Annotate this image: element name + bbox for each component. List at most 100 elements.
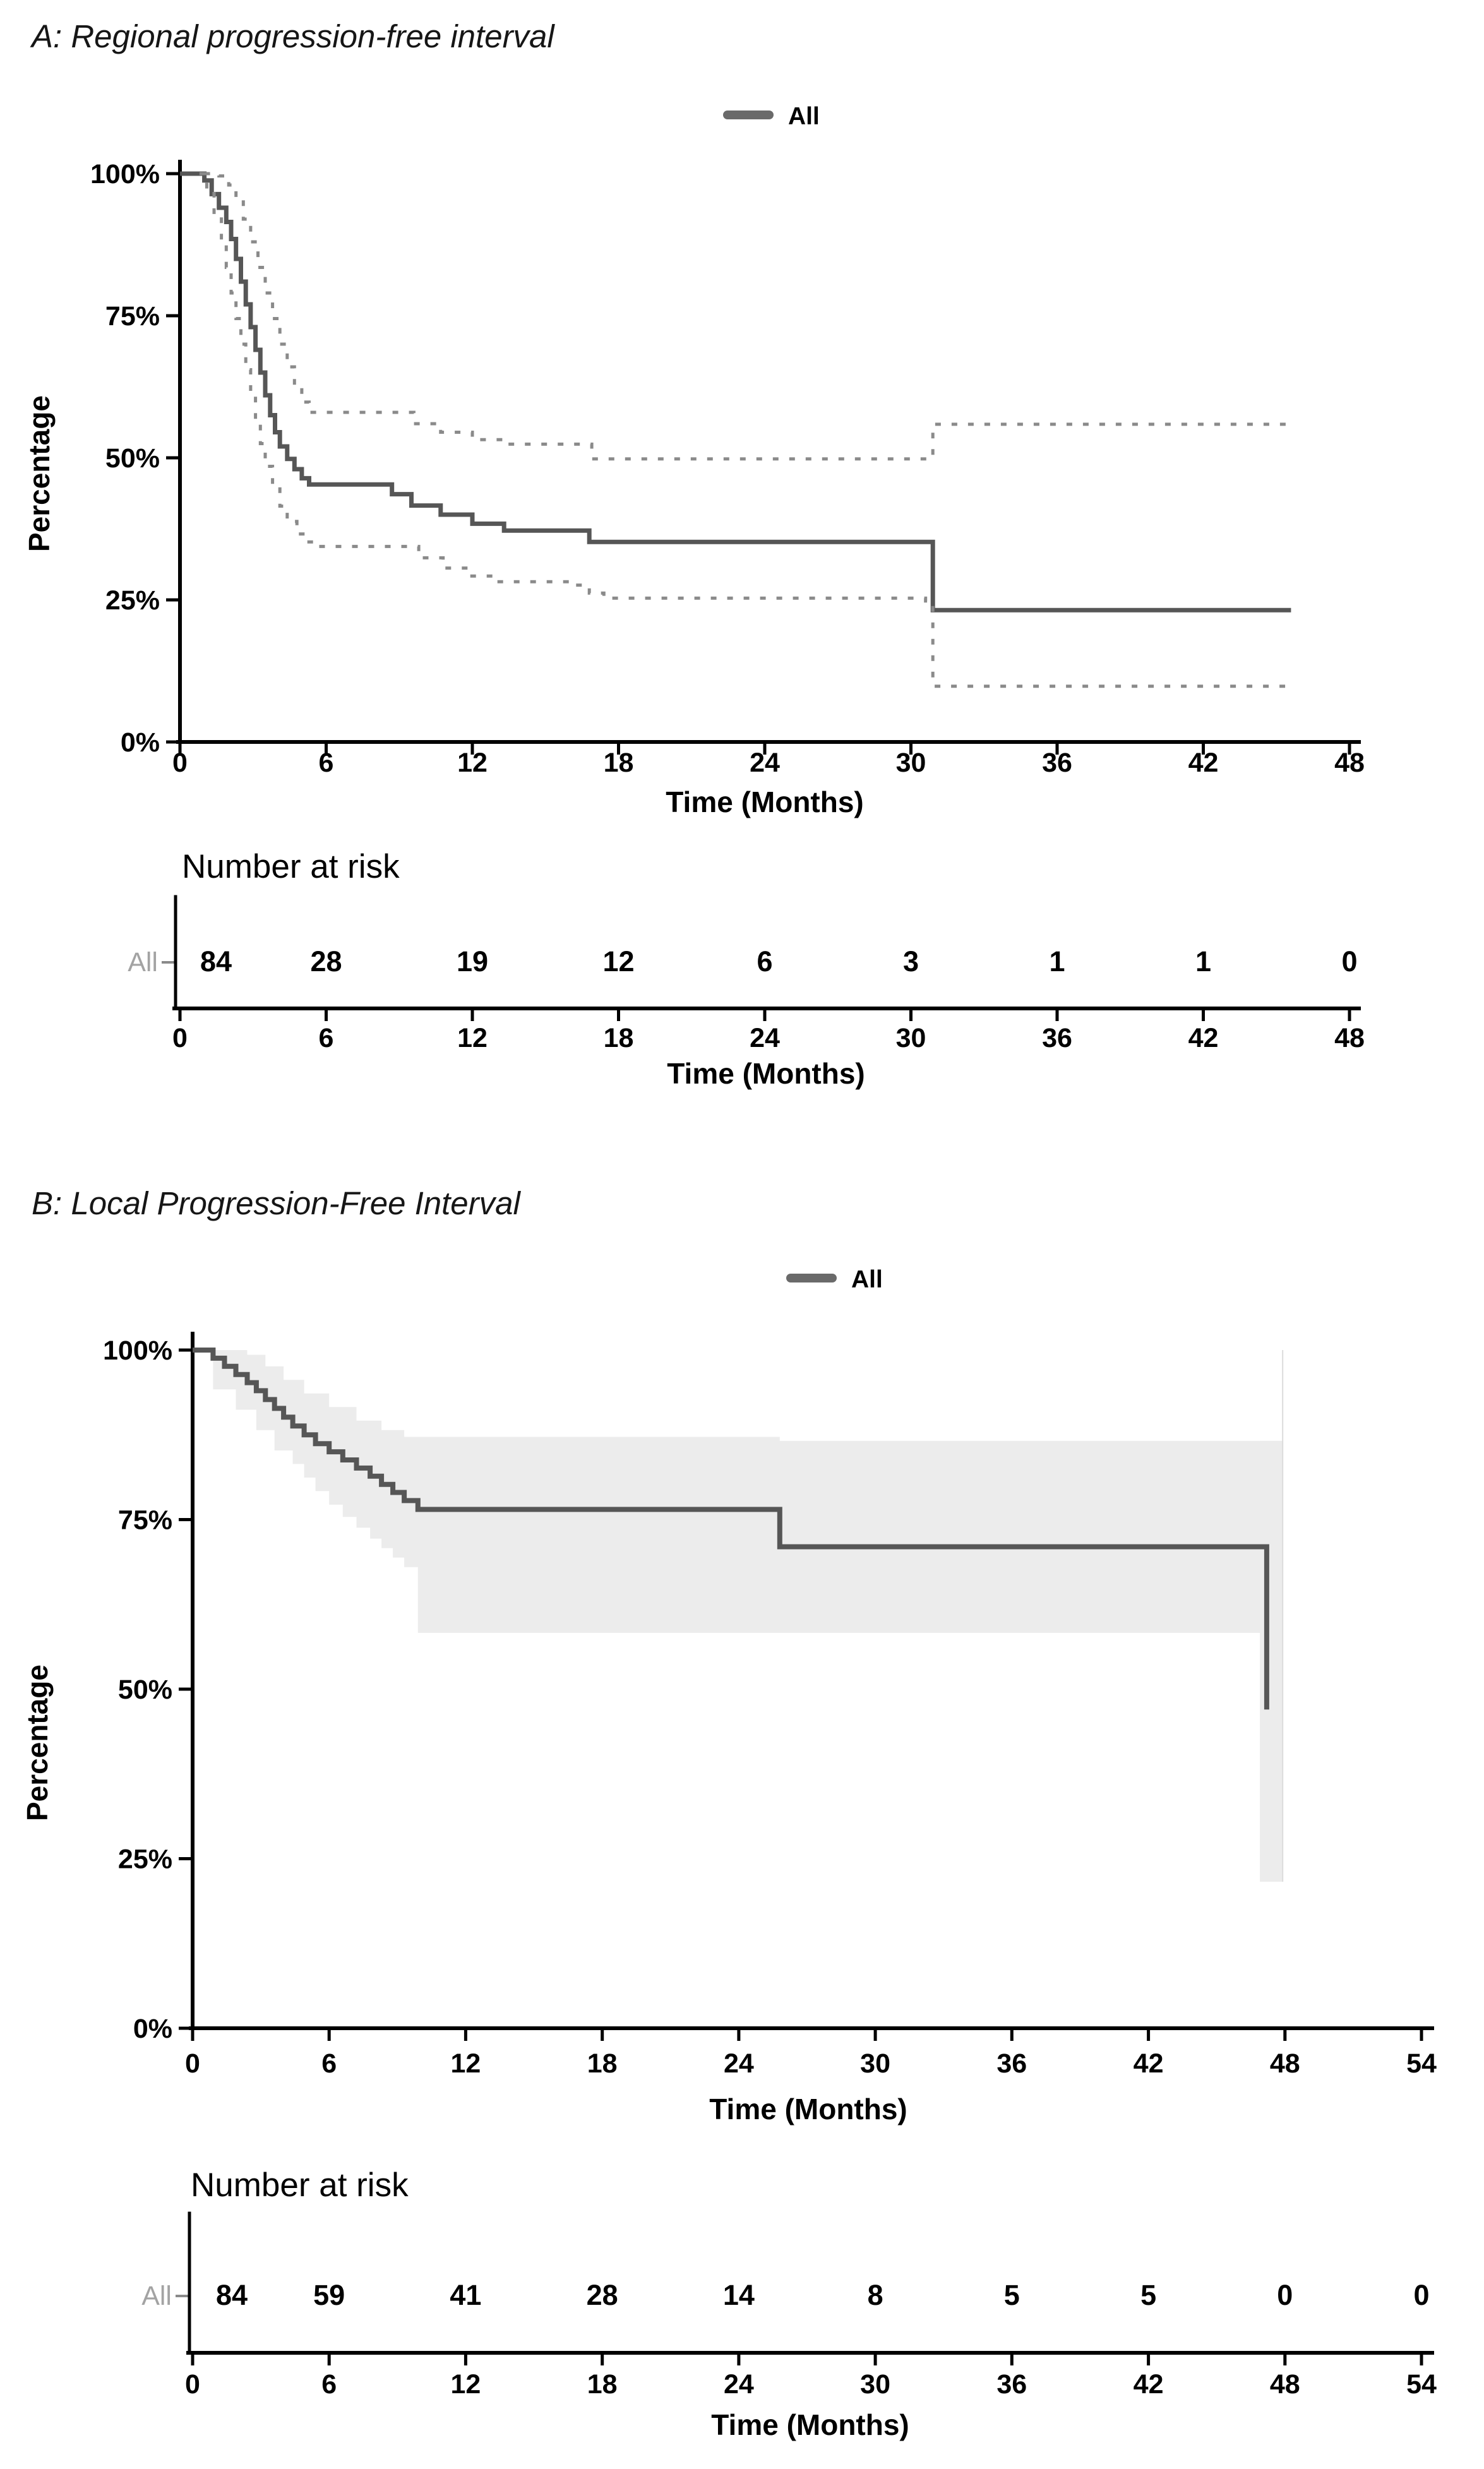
risk-values-group: 0 84 6 28 12 19 18 12 24 6 30 3 36 1 42 1 48 0 bbox=[172, 945, 1365, 1053]
ci-dashed-curve bbox=[199, 172, 1291, 688]
risk-x-tick-label: 54 bbox=[1406, 2369, 1437, 2400]
x-tick-label: 18 bbox=[587, 2048, 618, 2079]
legend-label: All bbox=[851, 1266, 883, 1293]
x-tick-label: 48 bbox=[1334, 748, 1365, 778]
confidence-band-end-strip bbox=[1260, 1440, 1283, 1882]
risk-value: 84 bbox=[216, 2279, 248, 2311]
risk-value: 0 bbox=[1341, 945, 1357, 977]
x-tick-label: 36 bbox=[996, 2048, 1027, 2079]
x-tick-label: 24 bbox=[750, 748, 780, 778]
panel-b-title: B: Local Progression-Free Interval bbox=[32, 1185, 520, 1221]
x-tick-label: 24 bbox=[724, 2048, 754, 2079]
risk-value: 14 bbox=[723, 2279, 755, 2311]
risk-x-tick-label: 12 bbox=[457, 1023, 488, 1053]
risk-value: 3 bbox=[903, 945, 919, 977]
y-tick-label: 75% bbox=[118, 1505, 172, 1536]
risk-value: 59 bbox=[313, 2279, 345, 2311]
risk-x-tick-label: 36 bbox=[1042, 1023, 1072, 1053]
legend-label: All bbox=[788, 103, 820, 130]
risk-x-tick-label: 24 bbox=[750, 1023, 780, 1053]
x-tick-label: 48 bbox=[1270, 2048, 1300, 2079]
y-tick-label: 25% bbox=[118, 1844, 172, 1875]
risk-value: 28 bbox=[587, 2279, 618, 2311]
risk-value: 0 bbox=[1413, 2279, 1429, 2311]
risk-x-tick-label: 6 bbox=[321, 2369, 337, 2400]
x-tick-label: 54 bbox=[1406, 2048, 1437, 2079]
y-tick-label: 25% bbox=[105, 585, 160, 616]
x-tick-label: 42 bbox=[1188, 748, 1219, 778]
risk-x-tick-label: 24 bbox=[724, 2369, 754, 2400]
y-axis-title: Percentage bbox=[23, 395, 56, 552]
risk-x-tick-label: 12 bbox=[450, 2369, 481, 2400]
risk-value: 6 bbox=[757, 945, 772, 977]
panel-a-risk-table: Number at risk All 0 84 6 28 12 19 18 12 24 6 30 3 3… bbox=[128, 848, 1365, 1090]
panel-a: All Percentage Time (Months) 0 6 12 18 24 30 3… bbox=[23, 103, 1365, 1090]
risk-x-tick-label: 18 bbox=[604, 1023, 634, 1053]
x-tick-label: 18 bbox=[604, 748, 634, 778]
x-axis-title: Time (Months) bbox=[709, 2093, 907, 2125]
axis-ticks-group: 0 6 12 18 24 30 36 42 48 0% 25% 50% 75% 100% bbox=[90, 159, 1365, 778]
risk-x-axis-title: Time (Months) bbox=[711, 2408, 909, 2441]
y-tick-label: 50% bbox=[105, 443, 160, 474]
risk-x-tick-label: 6 bbox=[319, 1023, 334, 1053]
risk-value: 5 bbox=[1004, 2279, 1020, 2311]
risk-x-tick-label: 42 bbox=[1188, 1023, 1219, 1053]
y-tick-label: 0% bbox=[121, 727, 160, 758]
x-tick-label: 12 bbox=[450, 2048, 481, 2079]
x-tick-label: 30 bbox=[896, 748, 926, 778]
x-tick-label: 12 bbox=[457, 748, 488, 778]
risk-x-axis-title: Time (Months) bbox=[667, 1057, 865, 1090]
panel-a-title: A: Regional progression-free interval bbox=[32, 18, 554, 54]
panel-b: All Percentage Time (Months) 0 6 12 18 24 30 3… bbox=[21, 1266, 1437, 2441]
panel-b-risk-table: Number at risk All 0 84 6 59 12 41 18 28 24 14 30 8… bbox=[141, 2167, 1437, 2441]
km-curve bbox=[180, 171, 1291, 613]
y-tick-label: 50% bbox=[118, 1675, 172, 1705]
risk-x-tick-label: 30 bbox=[896, 1023, 926, 1053]
survival-curves-group bbox=[193, 1348, 1269, 1710]
risk-value: 41 bbox=[450, 2279, 481, 2311]
x-tick-label: 0 bbox=[185, 2048, 200, 2079]
risk-value: 28 bbox=[310, 945, 342, 977]
risk-table-header: Number at risk bbox=[182, 848, 400, 885]
risk-row-label: All bbox=[141, 2281, 172, 2311]
y-axis-title: Percentage bbox=[21, 1665, 54, 1821]
x-tick-label: 42 bbox=[1134, 2048, 1164, 2079]
survival-curves-group bbox=[180, 171, 1291, 688]
y-tick-label: 75% bbox=[105, 301, 160, 332]
risk-x-tick-label: 0 bbox=[185, 2369, 200, 2400]
risk-x-tick-label: 48 bbox=[1270, 2369, 1300, 2400]
confidence-band-group bbox=[213, 1350, 1284, 1882]
x-tick-label: 0 bbox=[172, 748, 188, 778]
risk-x-tick-label: 30 bbox=[860, 2369, 890, 2400]
y-tick-label: 100% bbox=[90, 159, 160, 189]
risk-x-tick-label: 48 bbox=[1334, 1023, 1365, 1053]
panel-a-legend: All bbox=[723, 103, 820, 130]
y-tick-label: 100% bbox=[103, 1336, 172, 1366]
risk-x-tick-label: 0 bbox=[172, 1023, 188, 1053]
risk-value: 19 bbox=[457, 945, 488, 977]
panel-b-legend: All bbox=[786, 1266, 883, 1293]
x-tick-label: 36 bbox=[1042, 748, 1072, 778]
x-tick-label: 6 bbox=[321, 2048, 337, 2079]
x-axis-title: Time (Months) bbox=[666, 786, 863, 818]
risk-row-label: All bbox=[128, 947, 158, 977]
risk-value: 8 bbox=[868, 2279, 883, 2311]
y-tick-label: 0% bbox=[133, 2014, 172, 2044]
x-tick-label: 6 bbox=[319, 748, 334, 778]
km-curve bbox=[193, 1348, 1269, 1710]
risk-x-tick-label: 42 bbox=[1134, 2369, 1164, 2400]
risk-x-tick-label: 18 bbox=[587, 2369, 618, 2400]
risk-values-group: 0 84 6 59 12 41 18 28 24 14 30 8 36 5 42 5 48 0 54 0 bbox=[185, 2279, 1437, 2400]
x-tick-label: 30 bbox=[860, 2048, 890, 2079]
risk-value: 0 bbox=[1277, 2279, 1293, 2311]
risk-table-header: Number at risk bbox=[191, 2167, 409, 2204]
risk-value: 12 bbox=[602, 945, 634, 977]
risk-value: 84 bbox=[200, 945, 232, 977]
risk-value: 5 bbox=[1140, 2279, 1156, 2311]
axis-ticks-group: 0 6 12 18 24 30 36 42 48 54 0% 25% 50% 75% 100% bbox=[103, 1336, 1437, 2079]
ci-dashed-curve bbox=[204, 172, 1291, 461]
risk-value: 1 bbox=[1049, 945, 1065, 977]
risk-x-tick-label: 36 bbox=[996, 2369, 1027, 2400]
